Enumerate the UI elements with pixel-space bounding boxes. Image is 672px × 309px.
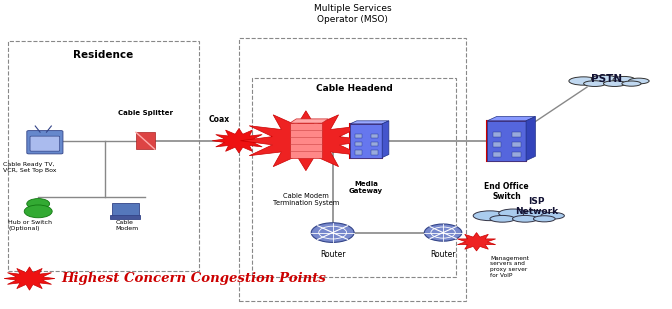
Polygon shape bbox=[382, 121, 389, 158]
Bar bbox=[355, 142, 362, 146]
Polygon shape bbox=[136, 132, 155, 149]
Ellipse shape bbox=[523, 210, 548, 218]
Bar bbox=[512, 152, 521, 157]
Polygon shape bbox=[526, 116, 536, 161]
Ellipse shape bbox=[541, 212, 564, 219]
Text: Media
Gateway: Media Gateway bbox=[349, 180, 383, 193]
Ellipse shape bbox=[513, 215, 538, 222]
Text: Cable Ready TV,
VCR, Set Top Box: Cable Ready TV, VCR, Set Top Box bbox=[3, 162, 56, 173]
Text: Cable Modem
Termination System: Cable Modem Termination System bbox=[273, 193, 339, 206]
Bar bbox=[493, 142, 501, 147]
Bar bbox=[512, 142, 521, 147]
Text: Cable
Modem: Cable Modem bbox=[115, 220, 138, 231]
Ellipse shape bbox=[591, 75, 617, 83]
Ellipse shape bbox=[613, 76, 635, 83]
FancyBboxPatch shape bbox=[27, 131, 63, 154]
Ellipse shape bbox=[534, 216, 555, 222]
Bar bbox=[355, 134, 362, 138]
Ellipse shape bbox=[628, 78, 649, 84]
Text: Router: Router bbox=[320, 250, 345, 259]
FancyBboxPatch shape bbox=[110, 215, 140, 219]
Polygon shape bbox=[487, 116, 536, 121]
Text: Residence: Residence bbox=[73, 50, 134, 60]
Ellipse shape bbox=[603, 81, 626, 87]
Ellipse shape bbox=[473, 211, 507, 221]
Bar bbox=[493, 132, 501, 137]
Ellipse shape bbox=[583, 81, 605, 87]
Polygon shape bbox=[350, 124, 382, 158]
Text: Cable Splitter: Cable Splitter bbox=[118, 110, 173, 116]
Text: Multiple Services
Operator (MSO): Multiple Services Operator (MSO) bbox=[314, 4, 392, 24]
Ellipse shape bbox=[569, 77, 598, 85]
Polygon shape bbox=[4, 267, 55, 290]
Text: Router: Router bbox=[430, 250, 456, 259]
Polygon shape bbox=[241, 111, 372, 171]
Text: Highest Concern Congestion Points: Highest Concern Congestion Points bbox=[62, 272, 327, 285]
Text: Hub or Switch
(Optional): Hub or Switch (Optional) bbox=[8, 220, 52, 231]
Polygon shape bbox=[487, 121, 526, 161]
FancyBboxPatch shape bbox=[30, 136, 60, 151]
Text: Management
servers and
proxy server
for VoIP: Management servers and proxy server for … bbox=[490, 256, 529, 278]
Text: Coax: Coax bbox=[208, 115, 229, 124]
Bar bbox=[355, 150, 362, 154]
FancyBboxPatch shape bbox=[112, 203, 138, 216]
Bar bbox=[371, 134, 378, 138]
Ellipse shape bbox=[490, 215, 515, 222]
Bar bbox=[371, 142, 378, 146]
Text: ISP
Network: ISP Network bbox=[515, 197, 558, 216]
Bar bbox=[371, 150, 378, 154]
Circle shape bbox=[424, 224, 462, 241]
Text: PSTN: PSTN bbox=[591, 74, 622, 84]
Text: Cable Headend: Cable Headend bbox=[316, 84, 392, 93]
Polygon shape bbox=[212, 129, 265, 153]
Circle shape bbox=[27, 199, 50, 209]
Circle shape bbox=[24, 205, 52, 218]
Text: End Office
Switch: End Office Switch bbox=[485, 182, 529, 201]
Circle shape bbox=[311, 223, 354, 242]
Ellipse shape bbox=[622, 81, 641, 86]
Polygon shape bbox=[458, 233, 496, 251]
Bar bbox=[493, 152, 501, 157]
Ellipse shape bbox=[499, 209, 528, 218]
Polygon shape bbox=[290, 123, 322, 158]
Polygon shape bbox=[290, 119, 329, 123]
Polygon shape bbox=[350, 121, 389, 124]
Bar bbox=[512, 132, 521, 137]
